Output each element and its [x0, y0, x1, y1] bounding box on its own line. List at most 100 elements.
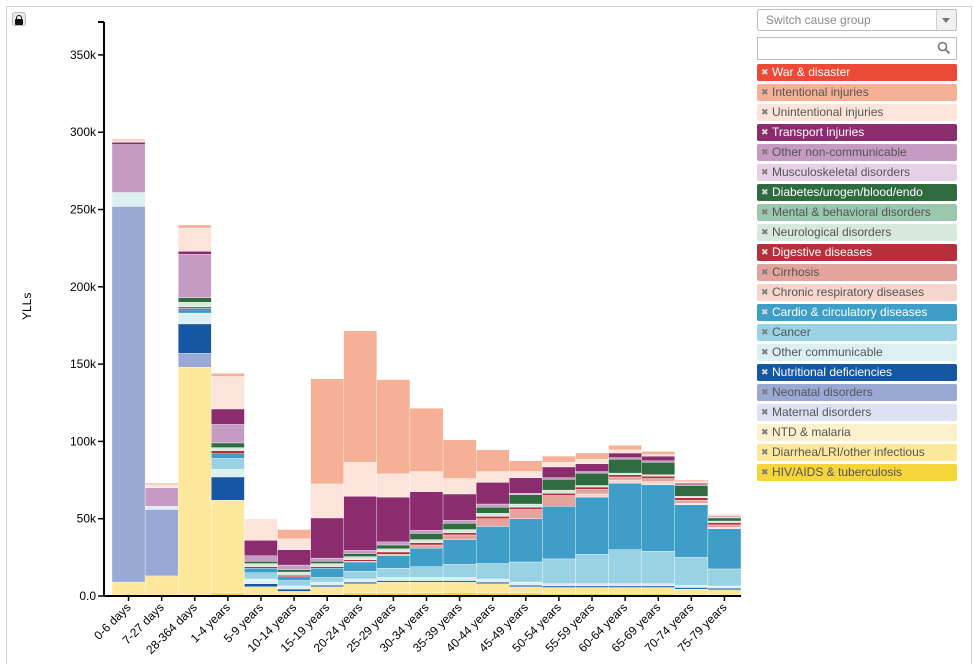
bar-segment-transport-injuries-65-69-years[interactable]	[641, 455, 675, 461]
bar-segment-cardio-circulatory-diseases-45-49-years[interactable]	[509, 518, 543, 563]
search-icon[interactable]	[937, 41, 951, 55]
legend-item-nutritional-deficiencies[interactable]: ✖ Nutritional deficiencies	[757, 364, 957, 381]
bar-segment-transport-injuries-30-34-years[interactable]	[409, 491, 444, 531]
bar-segment-cancer-30-34-years[interactable]	[409, 566, 444, 578]
bar-segment-diarrhea-lri-other-infectious-5-9-years[interactable]	[244, 586, 278, 597]
bar-segment-unintentional-injuries-35-39-years[interactable]	[442, 478, 477, 495]
bar-segment-other-non-communicable-10-14-years[interactable]	[277, 564, 311, 570]
bar-segment-diarrhea-lri-other-infectious-20-24-years[interactable]	[343, 583, 378, 594]
bar-segment-neurological-disorders-30-34-years[interactable]	[409, 539, 444, 543]
bar-segment-cancer-55-59-years[interactable]	[575, 554, 609, 584]
bar-segment-other-non-communicable-25-29-years[interactable]	[376, 541, 411, 546]
remove-icon[interactable]: ✖	[761, 67, 769, 77]
bar-segment-chronic-respiratory-diseases-55-59-years[interactable]	[575, 493, 609, 498]
remove-icon[interactable]: ✖	[761, 207, 769, 217]
bar-segment-nutritional-deficiencies-35-39-years[interactable]	[442, 580, 477, 583]
bar-segment-cirrhosis-40-44-years[interactable]	[475, 518, 510, 527]
bar-segment-neonatal-disorders-0-6-days[interactable]	[111, 206, 146, 583]
bar-segment-digestive-diseases-28-364-days[interactable]	[178, 306, 212, 309]
bar-segment-unintentional-injuries-25-29-years[interactable]	[376, 473, 411, 498]
remove-icon[interactable]: ✖	[761, 267, 769, 277]
legend-item-war-disaster[interactable]: ✖ War & disaster	[757, 64, 957, 81]
bar-segment-digestive-diseases-45-49-years[interactable]	[509, 506, 543, 510]
bar-segment-intentional-injuries-7-27-days[interactable]	[144, 482, 179, 485]
bar-segment-cardio-circulatory-diseases-60-64-years[interactable]	[608, 482, 642, 550]
bar-segment-intentional-injuries-20-24-years[interactable]	[343, 330, 378, 463]
bar-segment-diarrhea-lri-other-infectious-60-64-years[interactable]	[608, 587, 642, 594]
bar-segment-nutritional-deficiencies-25-29-years[interactable]	[376, 580, 411, 583]
bar-segment-other-communicable-0-6-days[interactable]	[111, 192, 146, 207]
bar-segment-diarrhea-lri-other-infectious-30-34-years[interactable]	[409, 581, 444, 594]
bar-segment-cirrhosis-25-29-years[interactable]	[376, 554, 411, 556]
bar-segment-cancer-65-69-years[interactable]	[641, 550, 675, 584]
remove-icon[interactable]: ✖	[761, 227, 769, 237]
remove-icon[interactable]: ✖	[761, 407, 769, 417]
bar-segment-intentional-injuries-50-54-years[interactable]	[542, 455, 576, 463]
bar-segment-diabetes-urogen-blood-endo-1-4-years[interactable]	[211, 442, 245, 448]
bar-segment-cardio-circulatory-diseases-75-79-years[interactable]	[707, 528, 742, 570]
bar-segment-diarrhea-lri-other-infectious-1-4-years[interactable]	[211, 499, 245, 594]
bar-segment-intentional-injuries-60-64-years[interactable]	[608, 445, 642, 451]
bar-segment-intentional-injuries-40-44-years[interactable]	[475, 449, 510, 472]
bar-segment-neurological-disorders-35-39-years[interactable]	[442, 529, 477, 533]
bar-segment-cancer-70-74-years[interactable]	[674, 557, 709, 586]
bar-segment-intentional-injuries-45-49-years[interactable]	[509, 460, 543, 472]
bar-segment-other-communicable-25-29-years[interactable]	[376, 577, 411, 581]
bar-segment-cancer-35-39-years[interactable]	[442, 564, 477, 578]
bar-segment-intentional-injuries-75-79-years[interactable]	[707, 513, 742, 516]
bar-segment-other-non-communicable-55-59-years[interactable]	[575, 471, 609, 474]
bar-segment-diabetes-urogen-blood-endo-65-69-years[interactable]	[641, 462, 675, 475]
bar-segment-intentional-injuries-65-69-years[interactable]	[641, 451, 675, 455]
bar-segment-intentional-injuries-70-74-years[interactable]	[674, 479, 709, 482]
bar-segment-other-communicable-45-49-years[interactable]	[509, 581, 543, 586]
bar-segment-other-communicable-15-19-years[interactable]	[310, 581, 344, 586]
legend-item-digestive-diseases[interactable]: ✖ Digestive diseases	[757, 244, 957, 261]
bar-segment-transport-injuries-60-64-years[interactable]	[608, 452, 642, 458]
bar-segment-cirrhosis-35-39-years[interactable]	[442, 534, 477, 540]
bar-segment-neurological-disorders-45-49-years[interactable]	[509, 503, 543, 508]
cause-search-input[interactable]	[757, 37, 957, 60]
bar-segment-intentional-injuries-15-19-years[interactable]	[310, 378, 344, 485]
bar-segment-nutritional-deficiencies-5-9-years[interactable]	[244, 583, 278, 587]
bar-segment-intentional-injuries-55-59-years[interactable]	[575, 452, 609, 460]
bar-segment-unintentional-injuries-28-364-days[interactable]	[178, 227, 212, 252]
remove-icon[interactable]: ✖	[761, 247, 769, 257]
bar-segment-neonatal-disorders-7-27-days[interactable]	[144, 509, 179, 577]
bar-segment-cardio-circulatory-diseases-25-29-years[interactable]	[376, 555, 411, 569]
bar-segment-other-communicable-50-54-years[interactable]	[542, 583, 576, 587]
bar-segment-cancer-15-19-years[interactable]	[310, 577, 344, 583]
bar-segment-intentional-injuries-30-34-years[interactable]	[409, 407, 444, 472]
legend-item-hiv-aids-tuberculosis[interactable]: ✖ HIV/AIDS & tuberculosis	[757, 464, 957, 481]
legend-item-chronic-respiratory-diseases[interactable]: ✖ Chronic respiratory diseases	[757, 284, 957, 301]
bar-segment-cancer-5-9-years[interactable]	[244, 572, 278, 580]
bar-segment-intentional-injuries-35-39-years[interactable]	[442, 439, 477, 479]
bar-segment-other-communicable-40-44-years[interactable]	[475, 578, 510, 583]
bar-segment-cirrhosis-65-69-years[interactable]	[641, 478, 675, 482]
remove-icon[interactable]: ✖	[761, 147, 769, 157]
lock-icon[interactable]	[12, 12, 26, 26]
bar-segment-diarrhea-lri-other-infectious-55-59-years[interactable]	[575, 587, 609, 594]
bar-segment-unintentional-injuries-60-64-years[interactable]	[608, 449, 642, 454]
bar-segment-unintentional-injuries-0-6-days[interactable]	[111, 140, 146, 143]
bar-segment-digestive-diseases-30-34-years[interactable]	[409, 542, 444, 546]
bar-segment-neurological-disorders-20-24-years[interactable]	[343, 556, 378, 560]
bar-segment-digestive-diseases-1-4-years[interactable]	[211, 450, 245, 454]
bar-segment-other-non-communicable-60-64-years[interactable]	[608, 457, 642, 460]
bar-segment-nutritional-deficiencies-1-4-years[interactable]	[211, 476, 245, 501]
bar-segment-neurological-disorders-10-14-years[interactable]	[277, 571, 311, 576]
bar-segment-other-non-communicable-28-364-days[interactable]	[178, 254, 212, 298]
bar-segment-cardio-circulatory-diseases-10-14-years[interactable]	[277, 576, 311, 581]
bar-segment-other-non-communicable-5-9-years[interactable]	[244, 555, 278, 562]
bar-segment-other-non-communicable-15-19-years[interactable]	[310, 557, 344, 562]
bar-segment-diabetes-urogen-blood-endo-60-64-years[interactable]	[608, 459, 642, 474]
bar-segment-diabetes-urogen-blood-endo-5-9-years[interactable]	[244, 561, 278, 564]
bar-segment-unintentional-injuries-1-4-years[interactable]	[211, 376, 245, 410]
bar-segment-cardio-circulatory-diseases-20-24-years[interactable]	[343, 561, 378, 572]
bar-segment-nutritional-deficiencies-10-14-years[interactable]	[277, 588, 311, 592]
bar-segment-unintentional-injuries-75-79-years[interactable]	[707, 514, 742, 517]
bar-segment-other-communicable-60-64-years[interactable]	[608, 583, 642, 587]
bar-segment-transport-injuries-55-59-years[interactable]	[575, 463, 609, 472]
bar-segment-other-non-communicable-65-69-years[interactable]	[641, 460, 675, 463]
bar-segment-cirrhosis-60-64-years[interactable]	[608, 476, 642, 481]
bar-segment-digestive-diseases-35-39-years[interactable]	[442, 532, 477, 536]
